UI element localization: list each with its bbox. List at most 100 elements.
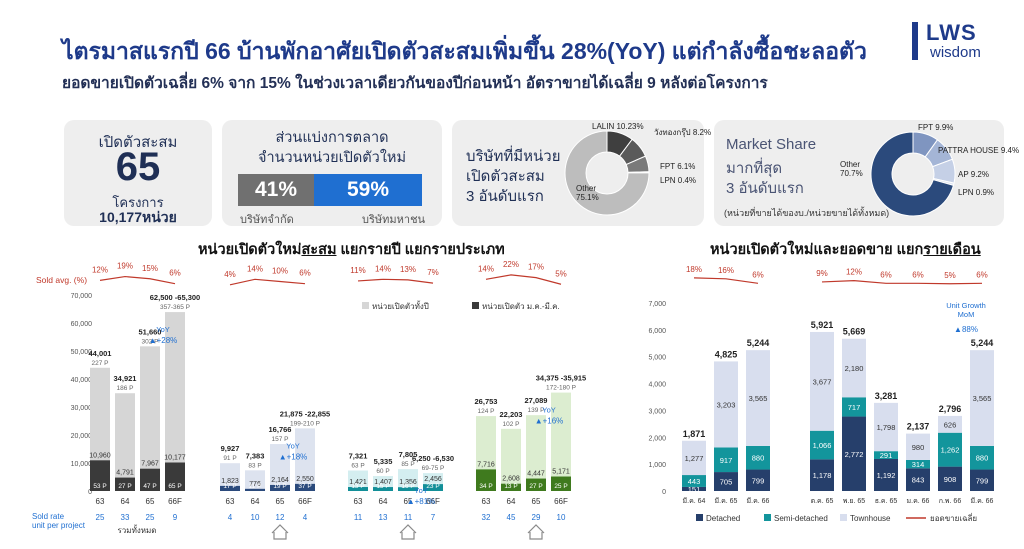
total-project-label: 186 P bbox=[117, 385, 134, 392]
q1-value-label: 5,171 bbox=[552, 469, 570, 476]
sold-rate-value: 25 bbox=[96, 513, 105, 522]
sold-pct-label: 13% bbox=[400, 265, 416, 274]
q1-project-label: 17 P bbox=[223, 483, 236, 490]
stack-bar-detached bbox=[746, 469, 770, 491]
q1-value-label: 2,456 bbox=[424, 476, 442, 483]
yoy-label: YoY bbox=[542, 406, 556, 415]
total-value-label: 34,375 -35,915 bbox=[536, 374, 586, 383]
q1-bar bbox=[526, 478, 546, 491]
sold-pct-label: 18% bbox=[686, 265, 702, 274]
segment-value: 626 bbox=[944, 420, 957, 429]
y-tick-label: 2,000 bbox=[648, 435, 666, 442]
q1-project-label: 37 P bbox=[298, 483, 311, 490]
logo-bar bbox=[912, 22, 918, 60]
total-project-label: 124 P bbox=[478, 408, 495, 415]
sold-avg-label: Sold avg. (%) bbox=[36, 275, 87, 285]
segment-value: 717 bbox=[848, 403, 861, 412]
segment-value: 3,565 bbox=[973, 394, 992, 403]
total-value-label: 2,796 bbox=[939, 404, 962, 414]
total-value-label: 7,383 bbox=[246, 451, 265, 460]
total-project-label: 85 P bbox=[401, 461, 414, 468]
sold-rate-sublabel: unit per project bbox=[32, 521, 86, 530]
sold-pct-label: 12% bbox=[92, 265, 108, 274]
y-tick-label: 1,000 bbox=[648, 462, 666, 469]
q1-project-label: 19 P bbox=[273, 483, 286, 490]
q1-bar bbox=[501, 483, 521, 491]
total-bar bbox=[348, 470, 368, 491]
total-value-label: 5,669 bbox=[843, 327, 866, 337]
total-project-label: 60 P bbox=[376, 468, 389, 475]
stack-bar-detached bbox=[714, 472, 738, 491]
total-value-label: 22,203 bbox=[500, 410, 523, 419]
total-value-label: 34,921 bbox=[114, 374, 137, 383]
donut1-label-fpt: FPT 6.1% bbox=[660, 162, 696, 171]
x-tick-label: 65 bbox=[146, 497, 155, 506]
lws-logo: LWS wisdom bbox=[912, 20, 1002, 64]
total-project-label: 172-180 P bbox=[546, 385, 576, 392]
y-tick-label: 3,000 bbox=[648, 408, 666, 415]
sold-rate-label: Sold rate bbox=[32, 512, 65, 521]
yoy-label: YoY bbox=[286, 441, 300, 450]
stack-bar-semi-detached bbox=[810, 430, 834, 460]
x-tick-label: 65 bbox=[404, 497, 413, 506]
y-tick-label: 10,000 bbox=[71, 461, 93, 468]
donut1-slice-4 bbox=[564, 130, 650, 216]
stack-bar-semi-detached bbox=[970, 445, 994, 470]
total-value-label: 7,805 bbox=[399, 450, 418, 459]
segment-value: 1,178 bbox=[813, 471, 832, 480]
y-tick-label: 5,000 bbox=[648, 355, 666, 362]
x-tick-label: ก.พ. 66 bbox=[939, 498, 962, 505]
total-bar bbox=[295, 428, 315, 491]
sold-pct-label: 10% bbox=[272, 267, 288, 276]
total-value-label: 51,660 bbox=[139, 327, 162, 336]
legend-label-detached: Detached bbox=[706, 514, 740, 523]
ms-title-3: 3 อันดับแรก bbox=[726, 180, 804, 197]
x-tick-label: 66F bbox=[426, 497, 440, 506]
q1-bar bbox=[165, 462, 185, 491]
sold-rate-value: 11 bbox=[354, 513, 363, 522]
stack-bar-semi-detached bbox=[682, 475, 706, 487]
left-section-title: หน่วยเปิดตัวใหม่สะสม แยกรายปี แยกรายประเ… bbox=[198, 242, 505, 258]
q1-project-label: 34 P bbox=[479, 483, 492, 490]
total-value-label: 16,766 bbox=[269, 425, 292, 434]
total-value-label: 5,244 bbox=[971, 338, 994, 348]
q1-value-label: 2,550 bbox=[296, 476, 314, 483]
q1-bar bbox=[551, 476, 571, 491]
segment-value: 3,677 bbox=[813, 377, 832, 386]
top-launch-card: บริษัทที่มีหน่วย เปิดตัวสะสม 3 อันดับแรก… bbox=[452, 120, 711, 226]
sold-rate-value: 32 bbox=[482, 513, 491, 522]
sold-rate-value: 25 bbox=[146, 513, 155, 522]
total-project-label: 69-75 P bbox=[422, 465, 445, 472]
total-bar bbox=[270, 444, 290, 491]
sold-rate-value: 7 bbox=[431, 513, 436, 522]
legend-q1-swatch bbox=[472, 302, 479, 309]
sold-pct-label: 15% bbox=[142, 264, 158, 273]
segment-value: 880 bbox=[752, 454, 765, 463]
segment-value: 799 bbox=[752, 476, 765, 485]
sold-rate-value: 9 bbox=[173, 513, 178, 522]
stack-bar-townhouse bbox=[938, 415, 962, 433]
q1-project-label: 65 P bbox=[168, 483, 181, 490]
total-bar bbox=[90, 367, 110, 491]
segment-value: 291 bbox=[880, 451, 893, 460]
total-value-label: 44,001 bbox=[89, 349, 112, 358]
sold-rate-value: 12 bbox=[276, 513, 285, 522]
donut2-label-lpn: LPN 0.9% bbox=[958, 188, 995, 197]
x-tick-label: ธ.ค. 65 bbox=[875, 498, 898, 505]
stack-bar-detached bbox=[842, 416, 866, 491]
page-title: ไตรมาสแรกปี 66 บ้านพักอาศัยเปิดตัวสะสมเพ… bbox=[62, 38, 867, 64]
q1-bar bbox=[140, 468, 160, 491]
stack-bar-detached bbox=[874, 458, 898, 491]
segment-value: 917 bbox=[720, 456, 733, 465]
stack-bar-semi-detached bbox=[746, 445, 770, 470]
y-tick-label: 50,000 bbox=[71, 349, 93, 356]
segment-value: 1,277 bbox=[685, 454, 704, 463]
stack-bar-detached bbox=[970, 469, 994, 491]
segment-value: 1,798 bbox=[877, 423, 896, 432]
sold-rate-value: 10 bbox=[557, 513, 566, 522]
segment-value: 880 bbox=[976, 454, 989, 463]
legend-swatch-detached bbox=[696, 514, 703, 521]
sold-rate-value: 13 bbox=[379, 513, 388, 522]
total-value-label: 2,137 bbox=[907, 422, 930, 432]
donut2-slice-4 bbox=[870, 131, 955, 217]
